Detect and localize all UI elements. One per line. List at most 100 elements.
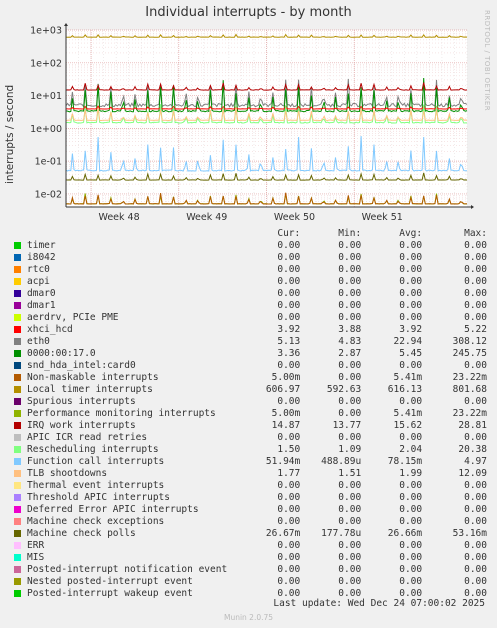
legend-avg: 0.00	[399, 480, 423, 491]
legend-avg: 0.00	[399, 564, 423, 575]
axes: 1e-02 1e-01 1e+00 1e+01 1e+02 1e+03 Week 48 Wee…	[30, 23, 474, 223]
x-tick-label: Week 50	[274, 212, 315, 223]
legend-name: snd_hda_intel:card0	[27, 360, 136, 371]
legend-min: 4.83	[338, 336, 362, 347]
legend-swatch	[14, 338, 21, 345]
legend-min: 0.00	[338, 492, 362, 503]
legend-header-spacer	[14, 230, 21, 237]
legend-max: 0.00	[464, 432, 487, 443]
legend-item: 0000:00:17.0 3.36 2.87 5.45 245.75	[12, 348, 487, 360]
series-line-8	[65, 171, 468, 181]
legend-min: 0.00	[338, 360, 362, 371]
legend-min: 0.00	[338, 504, 362, 515]
legend-max: 5.22	[464, 324, 487, 335]
legend-avg: 78.15m	[387, 456, 423, 467]
legend-swatch	[14, 590, 21, 597]
legend-max: 0.00	[464, 576, 487, 587]
legend-item: snd_hda_intel:card0 0.00 0.00 0.00 0.00	[12, 360, 487, 372]
legend-swatch	[14, 326, 21, 333]
legend-name: eth0	[27, 336, 50, 347]
legend-avg: 0.00	[399, 264, 423, 275]
legend-cur: 0.00	[277, 276, 301, 287]
legend-swatch	[14, 386, 21, 393]
legend-min: 0.00	[338, 552, 362, 563]
legend-avg: 26.66m	[387, 528, 423, 539]
legend-name: Posted-interrupt notification event	[27, 564, 228, 575]
legend-avg: 0.00	[399, 360, 423, 371]
legend-min: 0.00	[338, 240, 362, 251]
series-line-6	[65, 107, 468, 122]
legend-max: 0.00	[464, 552, 487, 563]
legend: Cur: Min: Avg: Max: timer 0.00 0.00 0.00 0.0…	[12, 228, 487, 600]
legend-avg: 0.00	[399, 576, 423, 587]
legend-cur: 606.97	[265, 384, 301, 395]
legend-cur: 1.50	[277, 444, 301, 455]
legend-swatch	[14, 446, 21, 453]
legend-name: Spurious interrupts	[27, 396, 136, 407]
legend-item: Local timer interrupts 606.97 592.63 616.13…	[12, 384, 487, 396]
legend-item: Machine check exceptions 0.00 0.00 0.00 0.00	[12, 516, 487, 528]
legend-name: IRQ work interrupts	[27, 420, 136, 431]
legend-avg: 616.13	[387, 384, 423, 395]
legend-item: eth0 5.13 4.83 22.94 308.12	[12, 336, 487, 348]
legend-min: 592.63	[326, 384, 362, 395]
legend-cur: 0.00	[277, 360, 301, 371]
legend-item: ERR 0.00 0.00 0.00 0.00	[12, 540, 487, 552]
legend-swatch	[14, 566, 21, 573]
legend-swatch	[14, 518, 21, 525]
legend-min: 0.00	[338, 252, 362, 263]
legend-cur: 0.00	[277, 552, 301, 563]
legend-min: 2.87	[338, 348, 362, 359]
legend-avg: 0.00	[399, 432, 423, 443]
legend-name: Thermal event interrupts	[27, 480, 165, 491]
y-tick-label: 1e+03	[30, 26, 62, 37]
legend-cur: 5.00m	[271, 372, 301, 383]
legend-max: 0.00	[464, 240, 487, 251]
legend-max: 53.16m	[452, 528, 487, 539]
legend-min: 0.00	[338, 564, 362, 575]
legend-max: 0.00	[464, 276, 487, 287]
legend-item: IRQ work interrupts 14.87 13.77 15.62 28.81	[12, 420, 487, 432]
legend-item: MIS 0.00 0.00 0.00 0.00	[12, 552, 487, 564]
legend-name: rtc0	[27, 264, 50, 275]
chart-title: Individual interrupts - by month	[145, 5, 352, 20]
legend-name: dmar0	[27, 288, 56, 299]
legend-avg: 0.00	[399, 540, 423, 551]
legend-item: dmar0 0.00 0.00 0.00 0.00	[12, 288, 487, 300]
legend-cur: 0.00	[277, 300, 301, 311]
series-line-7	[65, 135, 468, 172]
legend-avg: 0.00	[399, 552, 423, 563]
legend-max: 245.75	[452, 348, 487, 359]
legend-header-min: Min:	[338, 228, 362, 239]
legend-name: Posted-interrupt wakeup event	[27, 588, 193, 599]
legend-cur: 3.36	[277, 348, 301, 359]
legend-cur: 0.00	[277, 396, 301, 407]
legend-name: Nested posted-interrupt event	[27, 576, 193, 587]
legend-avg: 0.00	[399, 300, 423, 311]
legend-cur: 0.00	[277, 312, 301, 323]
legend-swatch	[14, 470, 21, 477]
legend-max: 12.09	[458, 468, 487, 479]
legend-min: 13.77	[332, 420, 362, 431]
legend-swatch	[14, 290, 21, 297]
legend-name: Rescheduling interrupts	[27, 444, 159, 455]
legend-name: 0000:00:17.0	[27, 348, 96, 359]
legend-min: 0.00	[338, 264, 362, 275]
legend-min: 0.00	[338, 312, 362, 323]
legend-min: 0.00	[338, 372, 362, 383]
legend-name: Threshold APIC interrupts	[27, 492, 170, 503]
legend-swatch	[14, 458, 21, 465]
legend-header-avg: Avg:	[399, 228, 423, 239]
legend-swatch	[14, 302, 21, 309]
legend-min: 1.09	[338, 444, 362, 455]
legend-max: 0.00	[464, 288, 487, 299]
legend-cur: 5.00m	[271, 408, 301, 419]
legend-max: 0.00	[464, 252, 487, 263]
legend-name: Function call interrupts	[27, 456, 165, 467]
legend-item: i8042 0.00 0.00 0.00 0.00	[12, 252, 487, 264]
legend-cur: 0.00	[277, 492, 301, 503]
legend-swatch	[14, 482, 21, 489]
legend-avg: 0.00	[399, 312, 423, 323]
legend-item: acpi 0.00 0.00 0.00 0.00	[12, 276, 487, 288]
legend-min: 177.78u	[321, 528, 362, 539]
